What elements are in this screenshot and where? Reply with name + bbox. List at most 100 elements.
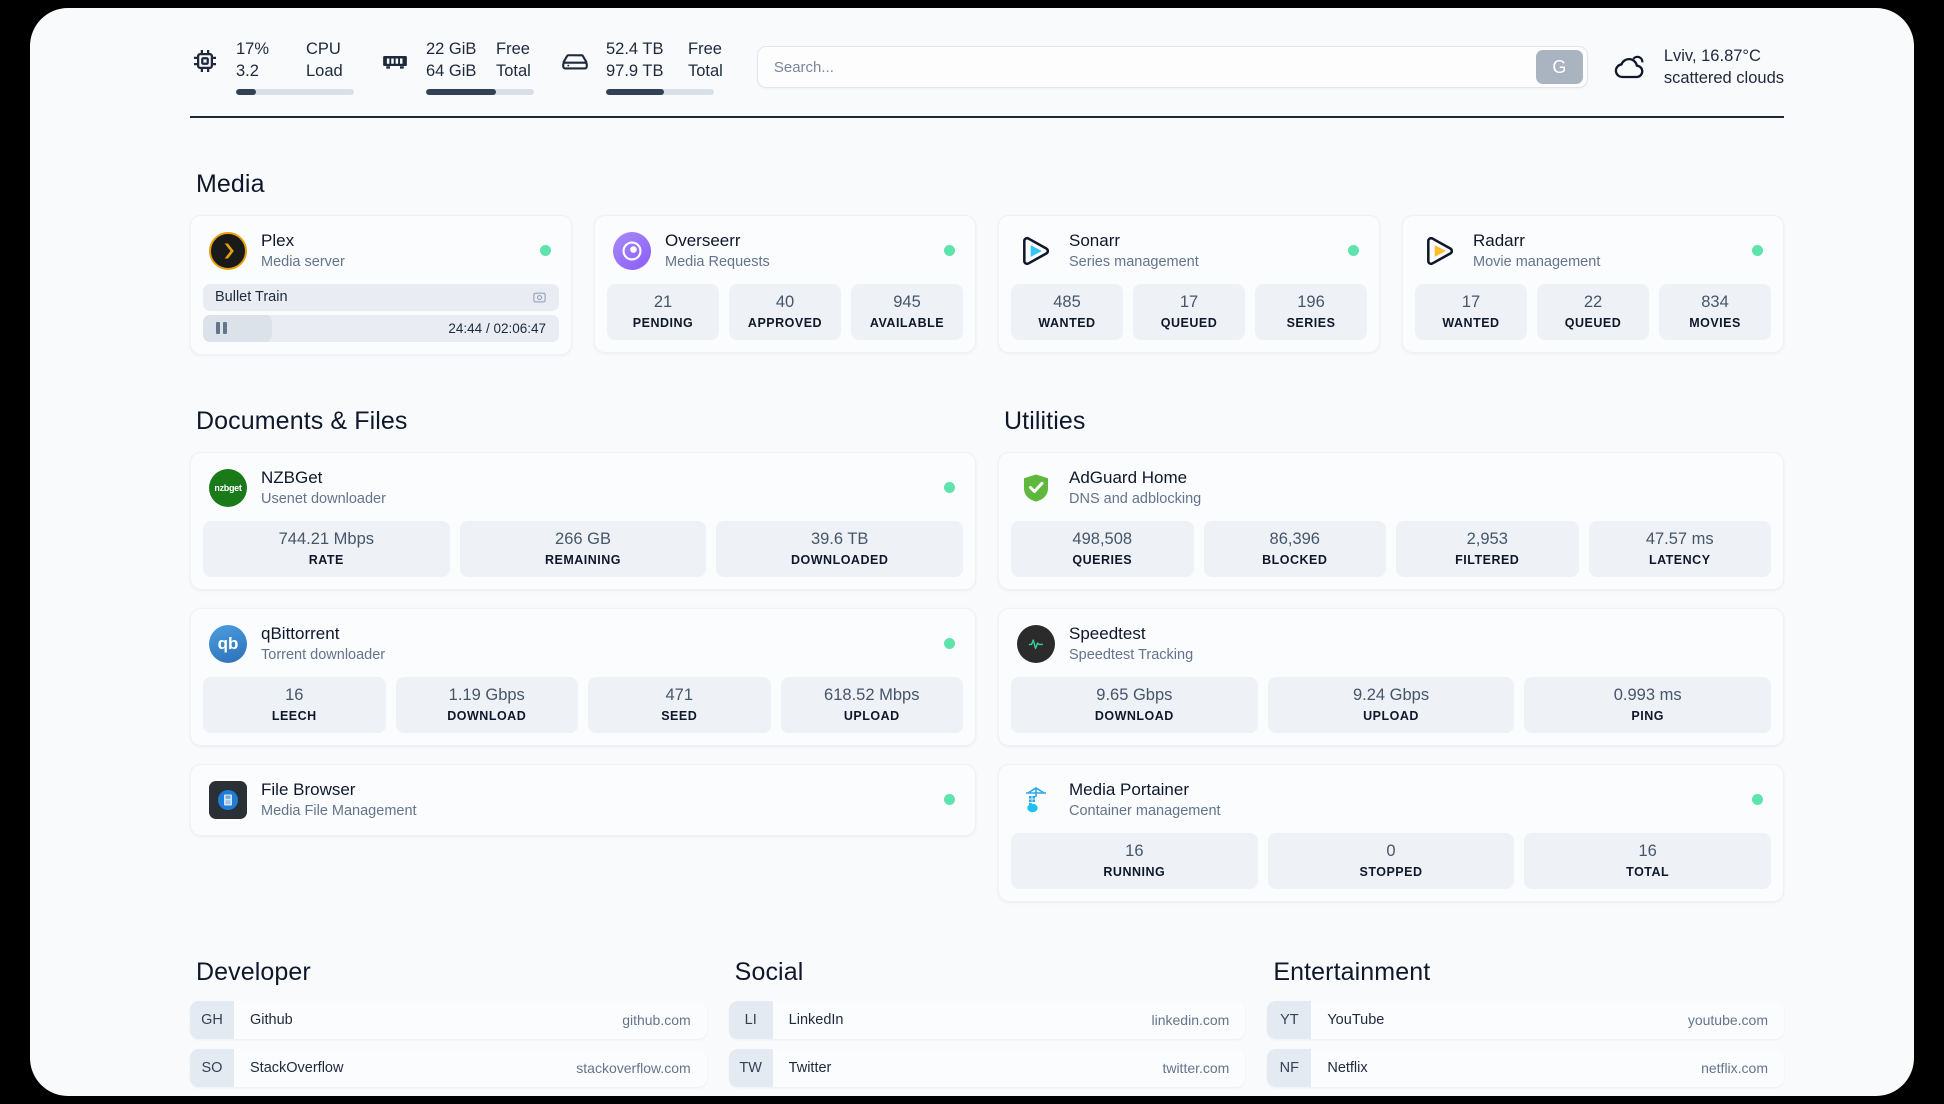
stat-label: PENDING	[632, 315, 694, 330]
weather-location-temperature: Lviv, 16.87°C	[1663, 46, 1761, 65]
stat-tile: 0.993 ms PING	[1524, 676, 1772, 733]
stat-label: QUERIES	[1072, 552, 1133, 567]
stats-row: 16 RUNNING 0 STOPPED 16 TOTAL	[999, 832, 1783, 901]
service-subtitle: Series management	[1069, 254, 1199, 271]
service-subtitle: Container management	[1069, 802, 1221, 819]
stat-value: 196	[1297, 292, 1325, 311]
card-header: AdGuard Home DNS and adblocking	[999, 453, 1783, 521]
stat-value: 16	[1125, 841, 1144, 860]
stat-tile: 16 RUNNING	[1011, 832, 1258, 889]
section-title-utilities: Utilities	[1004, 406, 1086, 435]
search-box[interactable]: G	[756, 46, 1588, 88]
bookmark-url: twitter.com	[1162, 1059, 1230, 1076]
stat-value: 0	[1386, 841, 1396, 860]
service-card-nzbget[interactable]: nzbget NZBGet Usenet downloader 744.21 M…	[190, 451, 976, 590]
disk-free-value: 52.4 TB	[606, 40, 664, 59]
stat-tile: 16 TOTAL	[1524, 832, 1772, 889]
disk-label-bottom: Total	[688, 61, 723, 80]
stats-row: 17 WANTED 22 QUEUED 834 MOVIES	[1403, 283, 1783, 352]
stats-row: 9.65 Gbps DOWNLOAD 9.24 Gbps UPLOAD 0.99…	[999, 676, 1783, 745]
stat-tile: 266 GB REMAINING	[459, 520, 707, 577]
service-card-media-portainer[interactable]: Media Portainer Container management 16 …	[998, 763, 1784, 902]
sonarr-icon	[1017, 232, 1055, 270]
bookmark-abbr: TW	[728, 1048, 773, 1087]
service-card-overseerr[interactable]: Overseerr Media Requests 21 PENDING 40 A…	[594, 215, 976, 353]
service-subtitle: Media server	[261, 254, 345, 271]
stat-label: LEECH	[271, 708, 317, 723]
stat-value: 17	[1461, 292, 1481, 311]
cpu-label-bottom: Load	[306, 61, 343, 80]
stat-value: 21	[653, 292, 673, 311]
now-playing-time: 24:44 / 02:06:47	[448, 320, 546, 336]
cpu-label-top: CPU	[306, 40, 341, 59]
system-stat-disk: 52.4 TB 97.9 TB Free Total	[560, 39, 723, 95]
stats-row: 16 LEECH 1.19 Gbps DOWNLOAD 471 SEED 6	[191, 676, 975, 745]
stat-label: BLOCKED	[1262, 552, 1328, 567]
bookmark-url: stackoverflow.com	[576, 1059, 691, 1076]
service-name: Radarr	[1473, 231, 1525, 250]
search-submit-button[interactable]: G	[1535, 50, 1583, 84]
cpu-usage-value: 17%	[236, 40, 270, 59]
stat-tile: 834 MOVIES	[1659, 283, 1771, 340]
service-card-speedtest[interactable]: Speedtest Speedtest Tracking 9.65 Gbps D…	[998, 607, 1784, 746]
bookmark-item-github[interactable]: GH Github github.com	[190, 1000, 707, 1039]
pause-icon[interactable]	[216, 322, 227, 335]
stat-value: 618.52 Mbps	[824, 685, 920, 704]
bookmark-group-entertainment: Entertainment YT YouTube youtube.com NF …	[1267, 958, 1785, 1096]
bookmark-item-youtube[interactable]: YT YouTube youtube.com	[1267, 1000, 1785, 1039]
card-header: qb qBittorrent Torrent downloader	[191, 609, 975, 677]
stat-label: APPROVED	[747, 315, 823, 330]
service-card-qbittorrent[interactable]: qb qBittorrent Torrent downloader 16 LEE…	[190, 607, 976, 746]
disk-icon	[560, 46, 590, 76]
stat-tile: 17 QUEUED	[1133, 283, 1245, 340]
plex-icon	[209, 231, 247, 270]
stat-tile: 39.6 TB DOWNLOADED	[716, 520, 964, 577]
service-card-plex[interactable]: Plex Media server Bullet Train	[190, 215, 572, 355]
weather-description: scattered clouds	[1663, 69, 1784, 87]
overseerr-icon	[613, 231, 651, 270]
stat-tile: 17 WANTED	[1415, 283, 1527, 340]
memory-usage-bar	[426, 88, 534, 95]
stat-label: PING	[1631, 708, 1664, 723]
bookmark-item-linkedin[interactable]: LI LinkedIn linkedin.com	[728, 1000, 1246, 1039]
service-name: Media Portainer	[1069, 779, 1190, 799]
status-indicator	[1752, 794, 1763, 806]
stat-tile: 40 APPROVED	[729, 283, 841, 340]
card-header: Radarr Movie management	[1403, 216, 1783, 284]
stat-label: DOWNLOAD	[1094, 708, 1174, 723]
system-stat-memory: 22 GiB 64 GiB Free Total	[380, 39, 534, 95]
bookmark-item-netflix[interactable]: NF Netflix netflix.com	[1267, 1048, 1785, 1087]
now-playing-title: Bullet Train	[215, 289, 288, 306]
qbittorrent-icon: qb	[209, 624, 247, 663]
disk-label-top: Free	[688, 40, 722, 59]
stat-label: AVAILABLE	[869, 315, 945, 330]
now-playing-progress-bar[interactable]: 24:44 / 02:06:47	[203, 314, 559, 342]
stat-label: WANTED	[1038, 315, 1096, 330]
progress-fill	[203, 314, 273, 342]
service-card-sonarr[interactable]: Sonarr Series management 485 WANTED 17 Q…	[998, 215, 1380, 353]
bookmark-item-stackoverflow[interactable]: SO StackOverflow stackoverflow.com	[190, 1048, 707, 1087]
nzbget-icon: nzbget	[209, 468, 247, 507]
stat-tile: 2,953 FILTERED	[1396, 520, 1579, 577]
stat-value: 40	[775, 292, 795, 311]
stat-label: DOWNLOADED	[791, 552, 889, 567]
stat-label: SEED	[661, 708, 698, 723]
bookmark-url: netflix.com	[1701, 1059, 1769, 1076]
bookmark-name: YouTube	[1327, 1011, 1385, 1028]
status-indicator	[944, 482, 955, 494]
stat-value: 47.57 ms	[1645, 529, 1714, 548]
stat-label: UPLOAD	[843, 708, 900, 723]
stat-value: 9.65 Gbps	[1096, 685, 1173, 704]
stats-row: 485 WANTED 17 QUEUED 196 SERIES	[999, 283, 1379, 352]
cast-icon[interactable]	[532, 290, 547, 305]
bookmark-abbr: NF	[1267, 1048, 1312, 1087]
service-card-radarr[interactable]: Radarr Movie management 17 WANTED 22 QUE…	[1402, 215, 1784, 353]
service-card-adguard-home[interactable]: AdGuard Home DNS and adblocking 498,508 …	[998, 451, 1784, 590]
bookmark-item-twitter[interactable]: TW Twitter twitter.com	[728, 1048, 1246, 1087]
stat-value: 498,508	[1072, 529, 1133, 548]
stat-tile: 618.52 Mbps UPLOAD	[780, 676, 963, 733]
stat-value: 86,396	[1269, 529, 1320, 548]
service-card-file-browser[interactable]: File Browser Media File Management	[190, 763, 976, 836]
search-input[interactable]	[757, 47, 1536, 87]
bookmark-abbr: SO	[190, 1048, 234, 1087]
